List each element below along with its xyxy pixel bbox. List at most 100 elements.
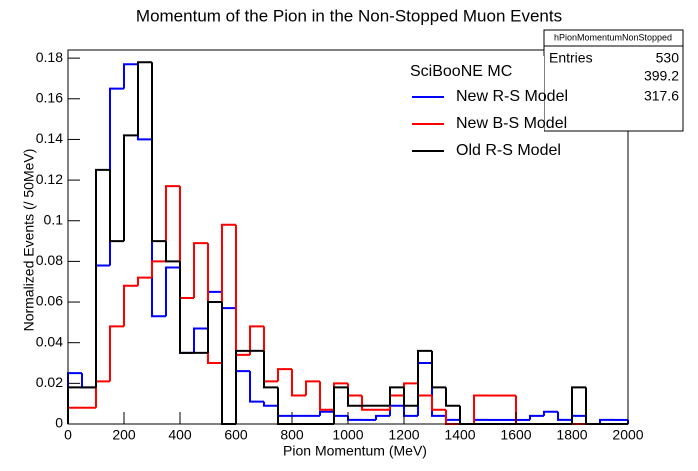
histogram-bin	[417, 362, 432, 416]
histogram-bin	[151, 260, 166, 278]
histogram-bin	[165, 185, 180, 262]
histogram-bin	[193, 327, 208, 353]
plot-area: 0 0.02 0.04 0.06 0.08 0.1 0.12 0.14 0.16 0.18 0 200…	[36, 49, 644, 443]
legend: SciBooNE MC New R-S Model New B-S Model Ol…	[400, 56, 568, 172]
histogram-bin	[445, 387, 460, 407]
histogram-bin	[249, 371, 264, 403]
histogram-bin	[403, 405, 418, 417]
histogram-bin	[347, 387, 362, 407]
histogram-bin	[431, 350, 446, 389]
y-tick-label: 0.16	[36, 89, 63, 105]
histogram-bin	[459, 405, 474, 425]
histogram-bin	[67, 372, 82, 424]
y-tick-label: 0.18	[36, 49, 63, 65]
histogram-bin	[543, 410, 558, 416]
histogram-bin	[333, 411, 348, 417]
histogram-bin	[109, 325, 124, 382]
histogram-bin	[403, 387, 418, 407]
histogram-bin	[109, 169, 124, 243]
histogram-bin	[389, 394, 404, 410]
histogram-bin	[263, 350, 278, 389]
histogram-bin	[221, 302, 236, 425]
histogram-bin	[277, 405, 292, 417]
histogram-bin	[95, 168, 110, 388]
stats-box: hPionMomentumNonStopped Entries 530 399.…	[543, 29, 684, 132]
histogram-bin	[165, 241, 180, 263]
x-tick-label: 600	[224, 427, 248, 443]
histogram-bin	[375, 414, 390, 420]
histogram-bin	[67, 406, 82, 424]
histogram-bin	[263, 326, 278, 383]
stats-label: Entries	[549, 50, 593, 66]
histogram-bin	[221, 223, 236, 364]
histogram-bin	[347, 383, 362, 397]
x-tick-label: 200	[112, 427, 136, 443]
histogram-bin	[95, 380, 110, 408]
stats-value: 399.2	[644, 68, 679, 84]
y-tick-label: 0.02	[36, 374, 63, 390]
histogram-bin	[599, 418, 614, 424]
histogram-bin	[235, 349, 250, 424]
histogram-bin	[151, 139, 166, 318]
y-tick-label: 0.06	[36, 293, 63, 309]
histogram-bin	[165, 266, 180, 317]
histogram-bin	[123, 63, 138, 89]
x-tick-label: 1800	[556, 427, 587, 443]
histogram-bin	[319, 410, 334, 416]
histogram-bin	[445, 409, 460, 425]
histogram-bin	[585, 415, 600, 425]
histogram-bin	[109, 87, 124, 266]
histogram-bin	[137, 61, 152, 136]
histogram-bin	[277, 368, 292, 382]
histogram-bin	[529, 414, 544, 420]
x-tick-label: 1200	[388, 427, 419, 443]
x-tick-label: 2000	[612, 427, 643, 443]
stats-value: 530	[656, 50, 680, 66]
histogram-bin	[361, 395, 376, 411]
legend-label: New R-S Model	[456, 88, 568, 105]
y-tick-label: 0.1	[44, 211, 64, 227]
y-tick-label: 0.04	[36, 333, 63, 349]
histogram-bin	[319, 381, 334, 411]
histogram-bin	[389, 404, 404, 416]
legend-title: SciBooNE MC	[410, 63, 512, 80]
histogram-bin	[207, 290, 222, 329]
histogram-bin	[445, 415, 460, 421]
histogram-bin	[81, 373, 96, 389]
histogram-bin	[291, 369, 306, 397]
histogram-bin	[249, 325, 264, 355]
y-axis-label: Normalized Events (/ 50MeV)	[21, 149, 37, 332]
histogram-bin	[585, 387, 600, 425]
histogram-bin	[179, 267, 194, 354]
histogram-bin	[67, 386, 82, 424]
histogram-bin	[235, 308, 250, 373]
x-tick-label: 800	[280, 427, 304, 443]
histogram-bin	[305, 380, 320, 396]
histogram-bin	[193, 242, 208, 298]
histogram-bin	[431, 363, 446, 417]
histogram-bin	[571, 414, 586, 420]
chart-title: Momentum of the Pion in the Non-Stopped …	[136, 6, 562, 25]
histogram-bin	[389, 386, 404, 406]
histogram-bin	[123, 284, 138, 327]
histogram-bin	[571, 386, 586, 424]
histogram-bin	[403, 382, 418, 396]
histogram-bin	[277, 387, 292, 425]
histogram-bin	[123, 134, 138, 242]
stats-frame	[543, 29, 684, 132]
y-tick-label: 0.12	[36, 171, 63, 187]
y-tick-label: 0.08	[36, 252, 63, 268]
x-tick-label: 0	[64, 427, 72, 443]
x-axis-label: Pion Momentum (MeV)	[283, 443, 427, 459]
histogram-bin	[417, 383, 432, 397]
histogram-bin	[137, 64, 152, 141]
histogram-bin	[137, 276, 152, 286]
stats-title: hPionMomentumNonStopped	[554, 32, 672, 42]
x-tick-label: 1400	[444, 427, 475, 443]
histogram-bin	[179, 186, 194, 299]
x-tick-label: 1600	[500, 427, 531, 443]
histogram-bin	[235, 224, 250, 356]
stats-value: 317.6	[644, 88, 679, 104]
histogram-bin	[431, 395, 446, 411]
y-tick-label: 0.14	[36, 130, 63, 146]
